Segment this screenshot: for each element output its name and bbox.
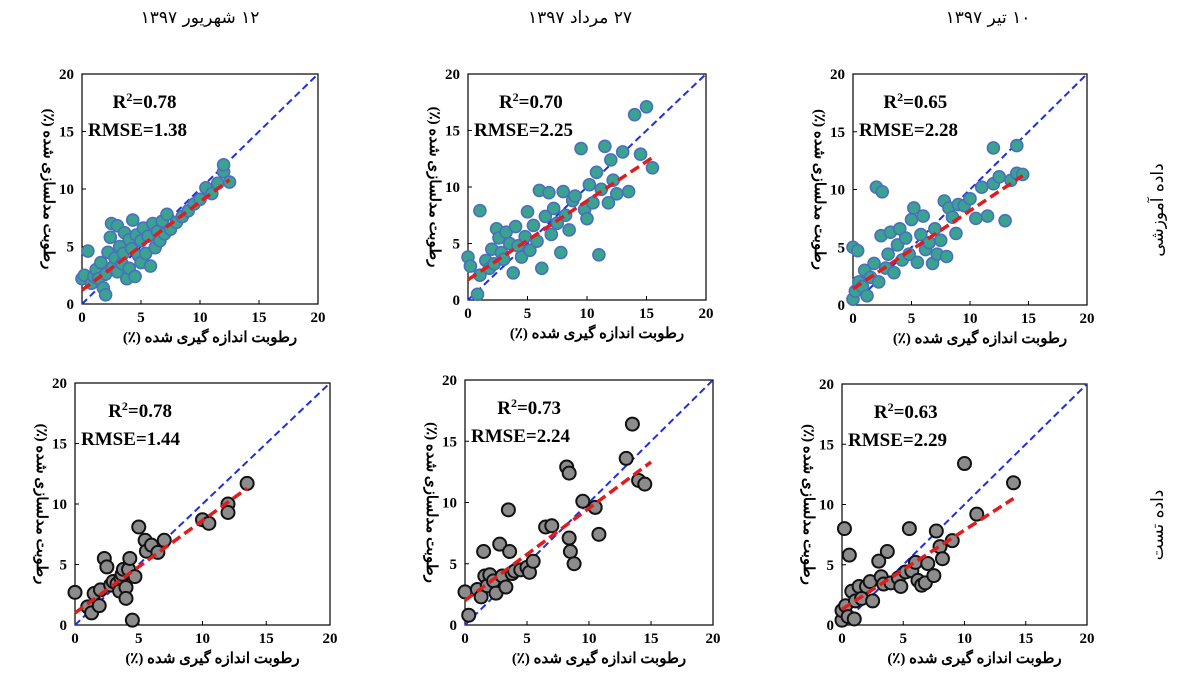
- train-1-x-tick-label: 20: [311, 310, 326, 326]
- train-1-y-tick-label: 20: [59, 67, 74, 83]
- train-1-x-tick-label: 15: [252, 310, 267, 326]
- train-1-y-tick-label: 5: [67, 240, 75, 256]
- column-title-mordad: ۲۷ مرداد ۱۳۹۷: [528, 8, 632, 28]
- train-1-data-point: [128, 269, 142, 284]
- train-1-data-point: [143, 259, 158, 273]
- train-1-y-tick-label: 10: [59, 182, 74, 198]
- train-1-data-point: [160, 207, 174, 222]
- train-1-data-point: [222, 175, 237, 189]
- train-1-data-point: [216, 158, 231, 172]
- column-title-tir: ۱۰ تیر ۱۳۹۷: [945, 8, 1031, 28]
- train-1-y-tick-label: 15: [59, 125, 74, 141]
- train-1-x-tick-label: 10: [193, 310, 208, 326]
- train-1-r2-annotation: R2=0.78: [113, 90, 177, 113]
- train-1-x-tick-label: 0: [78, 310, 86, 326]
- train-1-x-axis-label: رطوبت اندازه گیری شده (٪): [123, 328, 297, 346]
- train-1-data-point: [81, 244, 95, 258]
- train-1-data-point: [103, 230, 118, 245]
- train-1-data-point: [125, 213, 140, 227]
- train-1-y-tick-label: 0: [67, 297, 75, 313]
- train-1-rmse-annotation: RMSE=1.38: [88, 120, 187, 141]
- train-1-fit-line: [80, 178, 231, 292]
- train-1-y-axis-label: رطوبت مدلسازی شده (٪): [40, 109, 56, 270]
- column-title-shahrivar: ۱۲ شهریور ۱۳۹۷: [140, 8, 260, 28]
- train-1-x-tick-label: 5: [137, 310, 145, 326]
- train-1-data-point: [98, 287, 113, 302]
- train-1-data-point: [94, 255, 108, 270]
